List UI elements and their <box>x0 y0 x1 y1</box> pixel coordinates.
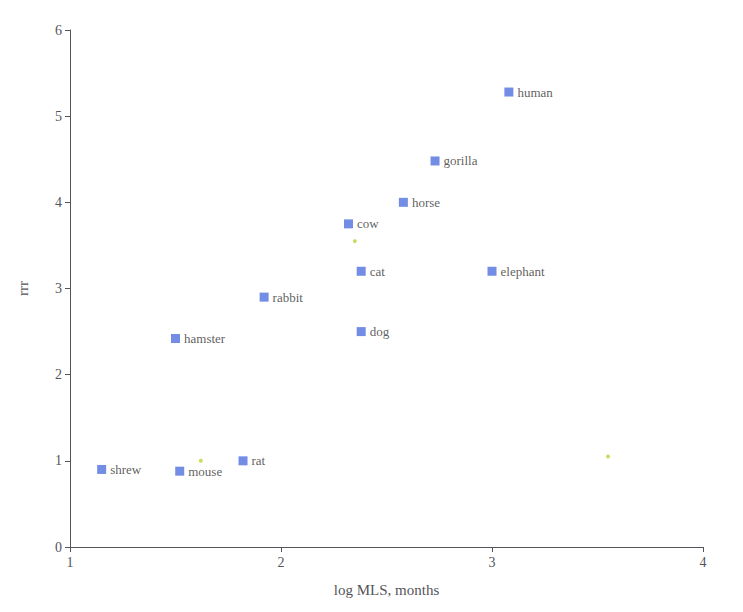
svg-text:horse: horse <box>412 195 440 210</box>
svg-text:hamster: hamster <box>184 331 226 346</box>
svg-text:mouse: mouse <box>188 464 222 479</box>
svg-text:shrew: shrew <box>110 462 142 477</box>
svg-text:5: 5 <box>55 109 62 124</box>
svg-text:1: 1 <box>55 453 62 468</box>
svg-text:2: 2 <box>55 367 62 382</box>
svg-text:log MLS, months: log MLS, months <box>334 582 440 598</box>
svg-text:3: 3 <box>489 555 496 570</box>
svg-text:rat: rat <box>252 453 266 468</box>
svg-text:0: 0 <box>55 540 62 555</box>
svg-text:human: human <box>517 85 553 100</box>
svg-text:cat: cat <box>370 264 386 279</box>
svg-text:elephant: elephant <box>501 264 545 279</box>
svg-text:rabbit: rabbit <box>273 290 304 305</box>
svg-text:gorilla: gorilla <box>444 153 478 168</box>
svg-text:3: 3 <box>55 281 62 296</box>
svg-text:4: 4 <box>55 195 62 210</box>
svg-text:rrr: rrr <box>15 281 31 296</box>
svg-text:2: 2 <box>278 555 285 570</box>
svg-text:4: 4 <box>700 555 707 570</box>
svg-text:6: 6 <box>55 23 62 38</box>
svg-text:dog: dog <box>370 324 390 339</box>
svg-text:cow: cow <box>357 216 379 231</box>
svg-text:1: 1 <box>67 555 74 570</box>
